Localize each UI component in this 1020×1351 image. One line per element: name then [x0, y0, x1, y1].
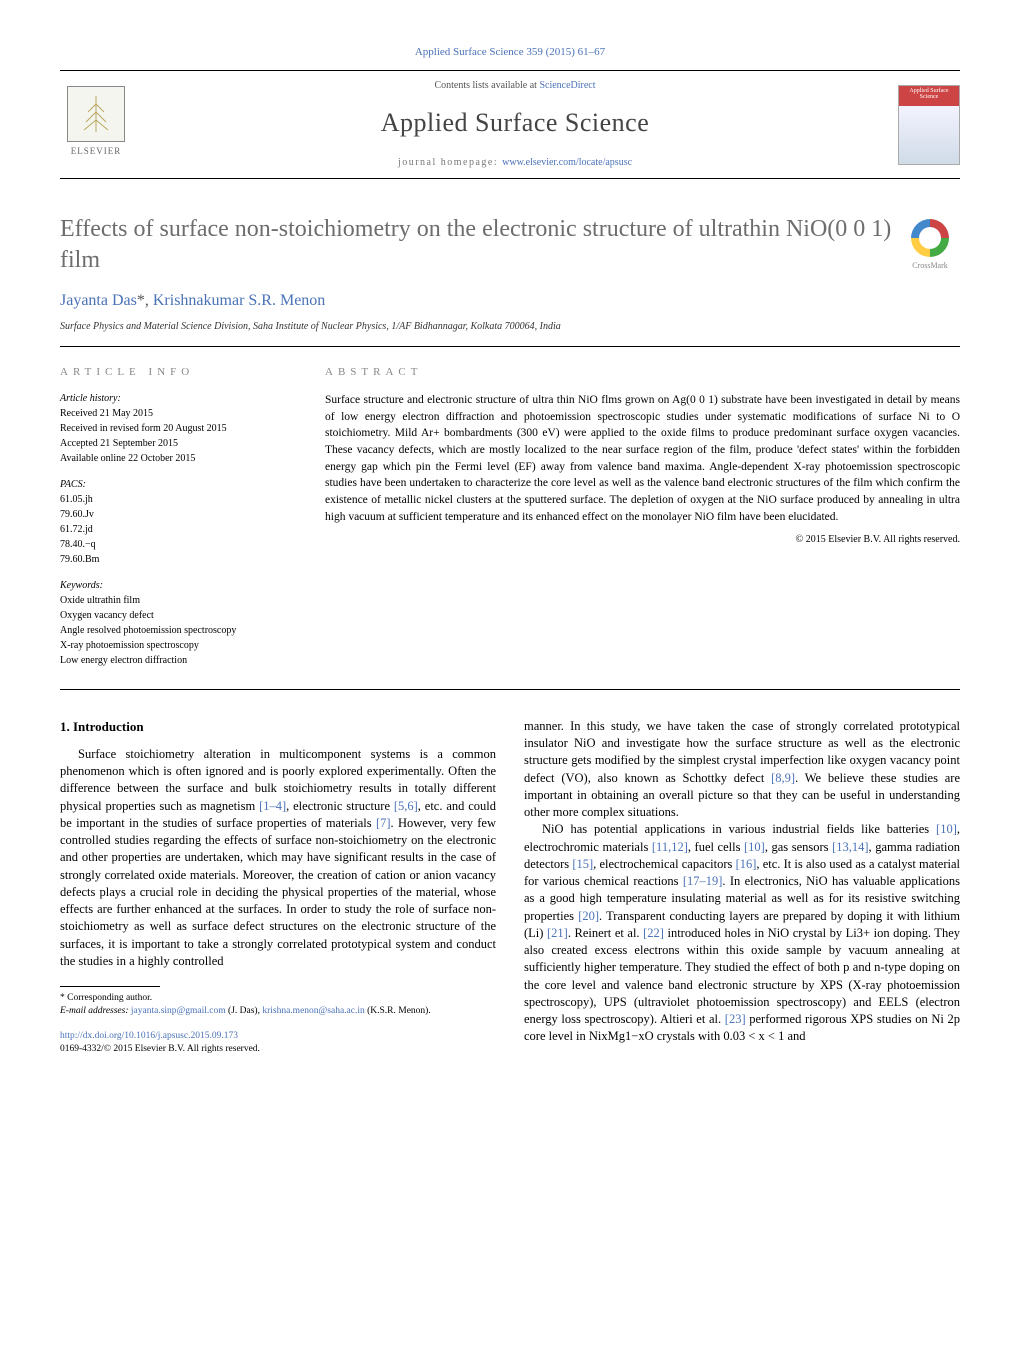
crossmark-label: CrossMark: [900, 260, 960, 271]
journal-reference: Applied Surface Science 359 (2015) 61–67: [60, 45, 960, 60]
author-link[interactable]: Jayanta Das: [60, 292, 137, 309]
citation-link[interactable]: [10]: [936, 822, 957, 836]
text-run: , electrochemical capacitors: [593, 857, 735, 871]
contents-prefix: Contents lists available at: [434, 80, 539, 91]
article-info-heading: article info: [60, 365, 290, 380]
elsevier-tree-icon: [67, 86, 125, 142]
article-title: Effects of surface non-stoichiometry on …: [60, 214, 960, 276]
author-separator: *,: [137, 292, 153, 309]
author-link[interactable]: Krishnakumar S.R. Menon: [153, 292, 325, 309]
sciencedirect-link[interactable]: ScienceDirect: [539, 80, 595, 91]
email-link[interactable]: jayanta.sinp@gmail.com: [131, 1006, 226, 1016]
abstract-column: abstract Surface structure and electroni…: [325, 365, 960, 669]
body-text: 1. Introduction Surface stoichiometry al…: [60, 718, 960, 1056]
elsevier-logo[interactable]: ELSEVIER: [60, 86, 132, 164]
citation-link[interactable]: [21]: [547, 926, 568, 940]
crossmark-badge[interactable]: CrossMark: [900, 219, 960, 271]
elsevier-label: ELSEVIER: [71, 145, 122, 158]
keywords-title: Keywords:: [60, 579, 290, 593]
article-info-column: article info Article history: Received 2…: [60, 365, 290, 669]
cover-title: Applied Surface Science: [899, 86, 959, 106]
pacs-code: 78.40.−q: [60, 538, 290, 552]
doi-block: http://dx.doi.org/10.1016/j.apsusc.2015.…: [60, 1030, 496, 1056]
pacs-code: 79.60.Jv: [60, 508, 290, 522]
text-run: , fuel cells: [688, 840, 744, 854]
citation-link[interactable]: [22]: [643, 926, 664, 940]
citation-link[interactable]: [7]: [376, 816, 391, 830]
history-received: Received 21 May 2015: [60, 407, 290, 421]
crossmark-icon: [911, 219, 949, 257]
history-accepted: Accepted 21 September 2015: [60, 437, 290, 451]
contents-available: Contents lists available at ScienceDirec…: [132, 79, 898, 93]
email-label: E-mail addresses:: [60, 1006, 131, 1016]
citation-link[interactable]: [20]: [578, 909, 599, 923]
intro-paragraph: NiO has potential applications in variou…: [524, 821, 960, 1045]
corr-author-label: * Corresponding author.: [60, 992, 496, 1005]
homepage-prefix: journal homepage:: [398, 157, 502, 168]
email-attribution: (K.S.R. Menon).: [365, 1006, 431, 1016]
history-revised: Received in revised form 20 August 2015: [60, 422, 290, 436]
citation-link[interactable]: [16]: [736, 857, 757, 871]
cover-image: [899, 106, 959, 164]
homepage-link[interactable]: www.elsevier.com/locate/apsusc: [502, 157, 632, 168]
corresponding-author-footnote: * Corresponding author. E-mail addresses…: [60, 992, 496, 1018]
citation-link[interactable]: [23]: [725, 1012, 746, 1026]
text-run: NiO has potential applications in variou…: [542, 822, 936, 836]
intro-paragraph: Surface stoichiometry alteration in mult…: [60, 746, 496, 970]
email-addresses: E-mail addresses: jayanta.sinp@gmail.com…: [60, 1005, 496, 1018]
journal-name: Applied Surface Science: [132, 105, 898, 141]
pacs-code: 61.05.jh: [60, 493, 290, 507]
keyword: Angle resolved photoemission spectroscop…: [60, 624, 290, 638]
doi-link[interactable]: http://dx.doi.org/10.1016/j.apsusc.2015.…: [60, 1031, 238, 1041]
pacs-code: 61.72.jd: [60, 523, 290, 537]
authors: Jayanta Das*, Krishnakumar S.R. Menon: [60, 290, 960, 312]
citation-link[interactable]: [11,12]: [652, 840, 688, 854]
keyword: Oxygen vacancy defect: [60, 609, 290, 623]
journal-homepage: journal homepage: www.elsevier.com/locat…: [132, 156, 898, 170]
citation-link[interactable]: [17–19]: [683, 874, 723, 888]
keyword: X-ray photoemission spectroscopy: [60, 639, 290, 653]
keyword: Low energy electron diffraction: [60, 654, 290, 668]
journal-cover-thumbnail[interactable]: Applied Surface Science: [898, 85, 960, 165]
journal-header: ELSEVIER Contents lists available at Sci…: [60, 70, 960, 178]
issn-copyright: 0169-4332/© 2015 Elsevier B.V. All right…: [60, 1043, 496, 1056]
abstract-heading: abstract: [325, 365, 960, 380]
abstract-text: Surface structure and electronic structu…: [325, 392, 960, 525]
email-link[interactable]: krishna.menon@saha.ac.in: [262, 1006, 364, 1016]
text-run: , gas sensors: [765, 840, 832, 854]
citation-link[interactable]: [1–4]: [259, 799, 286, 813]
text-run: . However, very few controlled studies r…: [60, 816, 496, 968]
citation-link[interactable]: [8,9]: [771, 771, 795, 785]
citation-link[interactable]: [5,6]: [394, 799, 418, 813]
citation-link[interactable]: [15]: [572, 857, 593, 871]
pacs-code: 79.60.Bm: [60, 553, 290, 567]
intro-paragraph: manner. In this study, we have taken the…: [524, 718, 960, 822]
history-online: Available online 22 October 2015: [60, 452, 290, 466]
keyword: Oxide ultrathin film: [60, 594, 290, 608]
text-run: . Reinert et al.: [568, 926, 643, 940]
text-run: , electronic structure: [286, 799, 394, 813]
section-heading: 1. Introduction: [60, 718, 496, 736]
citation-link[interactable]: [10]: [744, 840, 765, 854]
pacs-title: PACS:: [60, 478, 290, 492]
affiliation: Surface Physics and Material Science Div…: [60, 320, 960, 347]
email-attribution: (J. Das),: [226, 1006, 263, 1016]
history-title: Article history:: [60, 392, 290, 406]
footnote-rule: [60, 986, 160, 987]
citation-link[interactable]: [13,14]: [832, 840, 868, 854]
abstract-copyright: © 2015 Elsevier B.V. All rights reserved…: [325, 533, 960, 547]
